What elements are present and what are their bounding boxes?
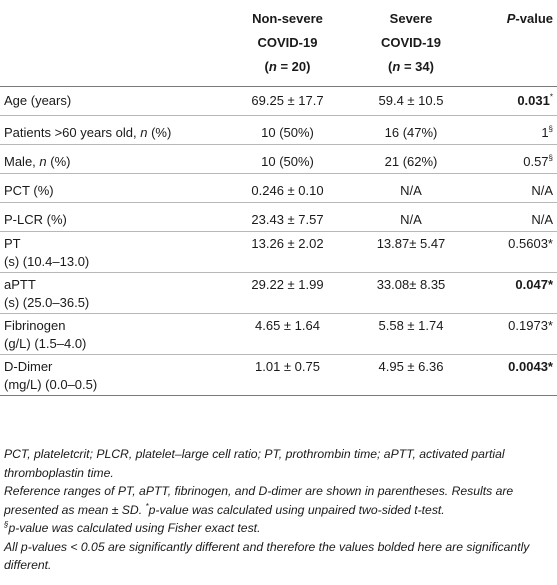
header-nonsevere-line1: Non-severe	[252, 11, 323, 26]
severe-value: N/A	[350, 173, 472, 203]
nonsevere-value: 1.01 ± 0.75	[225, 354, 350, 396]
header-severe-count: = 34)	[400, 59, 434, 74]
header-pvalue-rest: -value	[515, 11, 553, 26]
table-row-pt: PT (s) (10.4–13.0) 13.26 ± 2.02 13.87± 5.…	[0, 231, 557, 273]
row-label: aPTT (s) (25.0–36.5)	[0, 272, 225, 314]
nonsevere-value: 0.246 ± 0.10	[225, 173, 350, 203]
nonsevere-value: 13.26 ± 2.02	[225, 231, 350, 273]
row-label-line2: (g/L) (1.5–4.0)	[4, 335, 87, 351]
row-label-line2: (s) (10.4–13.0)	[4, 253, 90, 269]
header-nonsevere-n: n	[268, 59, 277, 74]
pvalue: 0.5603*	[472, 231, 557, 273]
header-pvalue: P-value	[472, 0, 557, 87]
pvalue: 1	[541, 124, 549, 140]
header-severe: Severe COVID-19 (n = 34)	[350, 0, 472, 87]
row-label-line1: aPTT	[4, 276, 36, 292]
pvalue-mark: §	[548, 153, 553, 163]
row-label-line2: (s) (25.0–36.5)	[4, 294, 90, 310]
pvalue-mark: §	[548, 124, 553, 134]
header-nonsevere: Non-severe COVID-19 (n = 20)	[225, 0, 350, 87]
header-row: Non-severe COVID-19 (n = 20) Severe COVI…	[0, 0, 557, 87]
row-label-text: Male,	[4, 153, 40, 169]
pvalue-cell: 0.031*	[472, 86, 557, 116]
header-pvalue-p: P	[506, 11, 516, 26]
severe-value: 16 (47%)	[350, 115, 472, 145]
severe-value: 4.95 ± 6.36	[350, 354, 472, 396]
table-row-male: Male, n (%) 10 (50%) 21 (62%) 0.57§	[0, 144, 557, 174]
row-label: Male, n (%)	[0, 144, 225, 174]
pvalue-cell: 1§	[472, 115, 557, 145]
table-row-aptt: aPTT (s) (25.0–36.5) 29.22 ± 1.99 33.08± …	[0, 272, 557, 314]
row-label: Fibrinogen (g/L) (1.5–4.0)	[0, 313, 225, 355]
row-label-text: Patients >60 years old,	[4, 124, 141, 140]
nonsevere-value: 29.22 ± 1.99	[225, 272, 350, 314]
severe-value: 59.4 ± 10.5	[350, 86, 472, 116]
table-row-plcr: P-LCR (%) 23.43 ± 7.57 N/A N/A	[0, 202, 557, 232]
pvalue: N/A	[472, 202, 557, 232]
nonsevere-value: 69.25 ± 17.7	[225, 86, 350, 116]
footnote-significance: All p-values < 0.05 are significantly di…	[4, 539, 530, 573]
footnote-fisher-mark: §	[4, 519, 9, 529]
row-label: Age (years)	[0, 86, 225, 116]
pvalue: 0.1973*	[472, 313, 557, 355]
row-label: P-LCR (%)	[0, 202, 225, 232]
row-label-n: n	[140, 124, 148, 140]
nonsevere-value: 23.43 ± 7.57	[225, 202, 350, 232]
severe-value: N/A	[350, 202, 472, 232]
row-label-suffix: (%)	[46, 153, 71, 169]
comparison-table: Non-severe COVID-19 (n = 20) Severe COVI…	[0, 0, 557, 396]
table-row-ddimer: D-Dimer (mg/L) (0.0–0.5) 1.01 ± 0.75 4.95…	[0, 354, 557, 396]
pvalue: 0.57	[523, 153, 549, 169]
nonsevere-value: 10 (50%)	[225, 144, 350, 174]
header-blank	[0, 0, 225, 87]
nonsevere-value: 10 (50%)	[225, 115, 350, 145]
row-label-line1: Fibrinogen	[4, 317, 66, 333]
row-label: Patients >60 years old, n (%)	[0, 115, 225, 145]
pvalue: 0.047*	[472, 272, 557, 314]
header-severe-paren: (	[388, 59, 393, 74]
row-label: PCT (%)	[0, 173, 225, 203]
table-footnotes: PCT, plateletcrit; PLCR, platelet–large …	[4, 445, 556, 575]
severe-value: 33.08± 8.35	[350, 272, 472, 314]
header-nonsevere-paren: (	[264, 59, 269, 74]
pvalue-cell: 0.57§	[472, 144, 557, 174]
severe-value: 5.58 ± 1.74	[350, 313, 472, 355]
header-severe-line1: Severe	[389, 11, 433, 26]
row-label-line2: (mg/L) (0.0–0.5)	[4, 376, 98, 392]
pvalue-mark: *	[549, 92, 553, 102]
pvalue: 0.0043*	[472, 354, 557, 396]
pvalue: N/A	[472, 173, 557, 203]
severe-value: 21 (62%)	[350, 144, 472, 174]
table-row-age: Age (years) 69.25 ± 17.7 59.4 ± 10.5 0.0…	[0, 86, 557, 116]
footnote-abbreviations: PCT, plateletcrit; PLCR, platelet–large …	[4, 447, 505, 480]
header-nonsevere-count: = 20)	[276, 59, 311, 74]
footnote-fisher-text: p-value was calculated using Fisher exac…	[8, 521, 261, 535]
footnote-ttest-text: p-value was calculated using unpaired tw…	[148, 502, 445, 517]
footnote-reference-text: Reference ranges of PT, aPTT, fibrinogen…	[4, 484, 514, 517]
table-row-pct: PCT (%) 0.246 ± 0.10 N/A N/A	[0, 173, 557, 203]
header-nonsevere-line2: COVID-19	[257, 35, 318, 50]
row-label-line1: D-Dimer	[4, 358, 53, 374]
row-label-n: n	[39, 153, 47, 169]
row-label: PT (s) (10.4–13.0)	[0, 231, 225, 273]
table-row-over60: Patients >60 years old, n (%) 10 (50%) 1…	[0, 115, 557, 145]
footnote-reference-mark: *	[145, 501, 149, 511]
footnote-fisher: §p-value was calculated using Fisher exa…	[4, 519, 556, 538]
header-severe-n: n	[392, 59, 401, 74]
row-label-line1: PT	[4, 235, 21, 251]
nonsevere-value: 4.65 ± 1.64	[225, 313, 350, 355]
row-label-suffix: (%)	[147, 124, 172, 140]
row-label: D-Dimer (mg/L) (0.0–0.5)	[0, 354, 225, 396]
severe-value: 13.87± 5.47	[350, 231, 472, 273]
header-severe-line2: COVID-19	[381, 35, 441, 50]
pvalue: 0.031	[517, 92, 550, 108]
table-row-fibrinogen: Fibrinogen (g/L) (1.5–4.0) 4.65 ± 1.64 5.…	[0, 313, 557, 355]
footnote-reference: Reference ranges of PT, aPTT, fibrinogen…	[4, 482, 556, 519]
